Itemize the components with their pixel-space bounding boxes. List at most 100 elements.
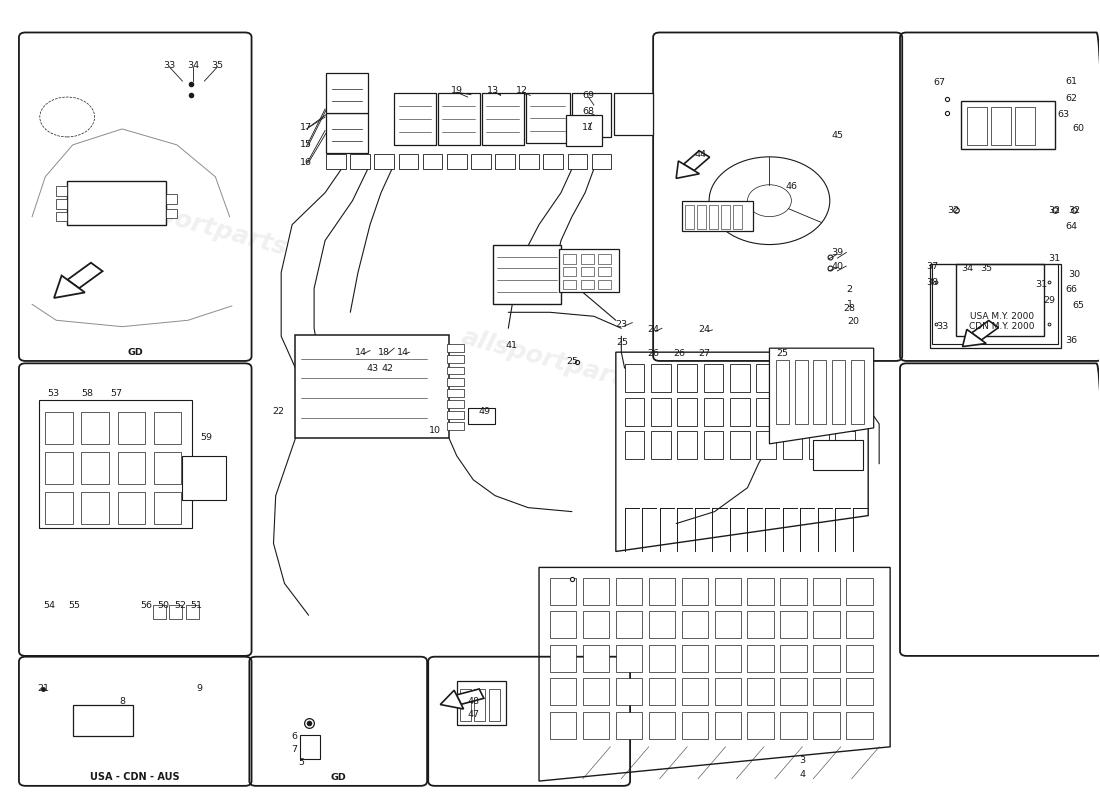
Text: 40: 40 [832,262,844,270]
Bar [81,412,109,444]
Bar [961,101,1055,149]
Bar [649,678,675,706]
Polygon shape [456,689,484,704]
Bar [682,201,754,231]
Bar [153,605,166,619]
Text: 60: 60 [1072,125,1085,134]
Bar [813,440,862,470]
Bar [649,712,675,739]
Bar [813,360,826,424]
Text: 67: 67 [934,78,946,87]
Bar [813,578,839,605]
Bar [956,265,1044,336]
Text: 18: 18 [378,348,390,357]
Polygon shape [676,161,700,178]
Bar [447,344,464,352]
Bar [704,364,724,392]
Bar [447,389,464,397]
Text: 41: 41 [506,342,518,350]
Bar [808,364,828,392]
Bar [722,205,730,229]
Bar [835,431,855,459]
Text: 12: 12 [516,86,528,95]
Bar [566,114,602,146]
Bar [846,578,872,605]
Bar [651,398,671,426]
Bar [780,678,806,706]
Bar [710,205,718,229]
Text: 26: 26 [673,350,685,358]
Polygon shape [440,690,463,709]
Bar [550,712,576,739]
Bar [748,678,773,706]
Text: USA M.Y. 2000: USA M.Y. 2000 [970,312,1034,321]
Bar [300,735,320,758]
Text: 14: 14 [397,348,409,357]
Bar [447,154,466,169]
Bar [734,205,742,229]
Text: 31: 31 [1035,280,1047,289]
Text: 9: 9 [196,684,202,693]
Bar [846,678,872,706]
Bar [678,431,697,459]
Bar [616,678,642,706]
Bar [45,492,73,523]
Text: 34: 34 [961,264,974,273]
Text: 57: 57 [111,389,122,398]
Text: 43: 43 [366,364,378,373]
Bar [56,199,67,209]
Bar [550,645,576,672]
Text: 25: 25 [777,350,789,358]
Bar [468,408,495,424]
Text: USA - CDN - AUS: USA - CDN - AUS [90,772,180,782]
Text: 30: 30 [1068,270,1080,278]
Text: 25: 25 [565,358,578,366]
Text: 23: 23 [615,320,627,329]
Bar [678,364,697,392]
Bar [56,186,67,196]
Polygon shape [616,352,868,551]
Text: 64: 64 [1065,222,1077,230]
Text: GD: GD [128,348,143,357]
Bar [1015,106,1035,145]
Bar [649,578,675,605]
Bar [563,280,576,289]
Text: 56: 56 [140,601,152,610]
Text: 15: 15 [300,140,312,150]
Bar [846,712,872,739]
Text: 52: 52 [174,601,186,610]
Text: 65: 65 [1072,302,1085,310]
Bar [118,452,145,484]
Bar [614,93,653,135]
Text: 68: 68 [582,107,594,116]
Text: 6: 6 [292,732,297,741]
Bar [715,645,741,672]
Bar [447,422,464,430]
Bar [327,73,367,113]
Text: 49: 49 [478,407,491,417]
Bar [186,605,199,619]
Bar [183,456,227,500]
Bar [550,678,576,706]
Bar [835,364,855,392]
Bar [471,154,491,169]
Bar [581,254,594,264]
Bar [550,611,576,638]
Bar [704,431,724,459]
Bar [327,113,367,153]
Bar [583,645,609,672]
Bar [598,254,612,264]
Text: 32: 32 [1068,206,1080,214]
Text: 29: 29 [1043,296,1055,305]
Bar [715,678,741,706]
Bar [45,412,73,444]
Text: 38: 38 [926,278,938,286]
Text: 35: 35 [980,264,993,273]
Bar [748,578,773,605]
Bar [563,267,576,277]
Bar [447,411,464,419]
Bar [154,412,182,444]
Text: 17: 17 [300,123,312,132]
Bar [730,364,750,392]
Bar [682,645,708,672]
